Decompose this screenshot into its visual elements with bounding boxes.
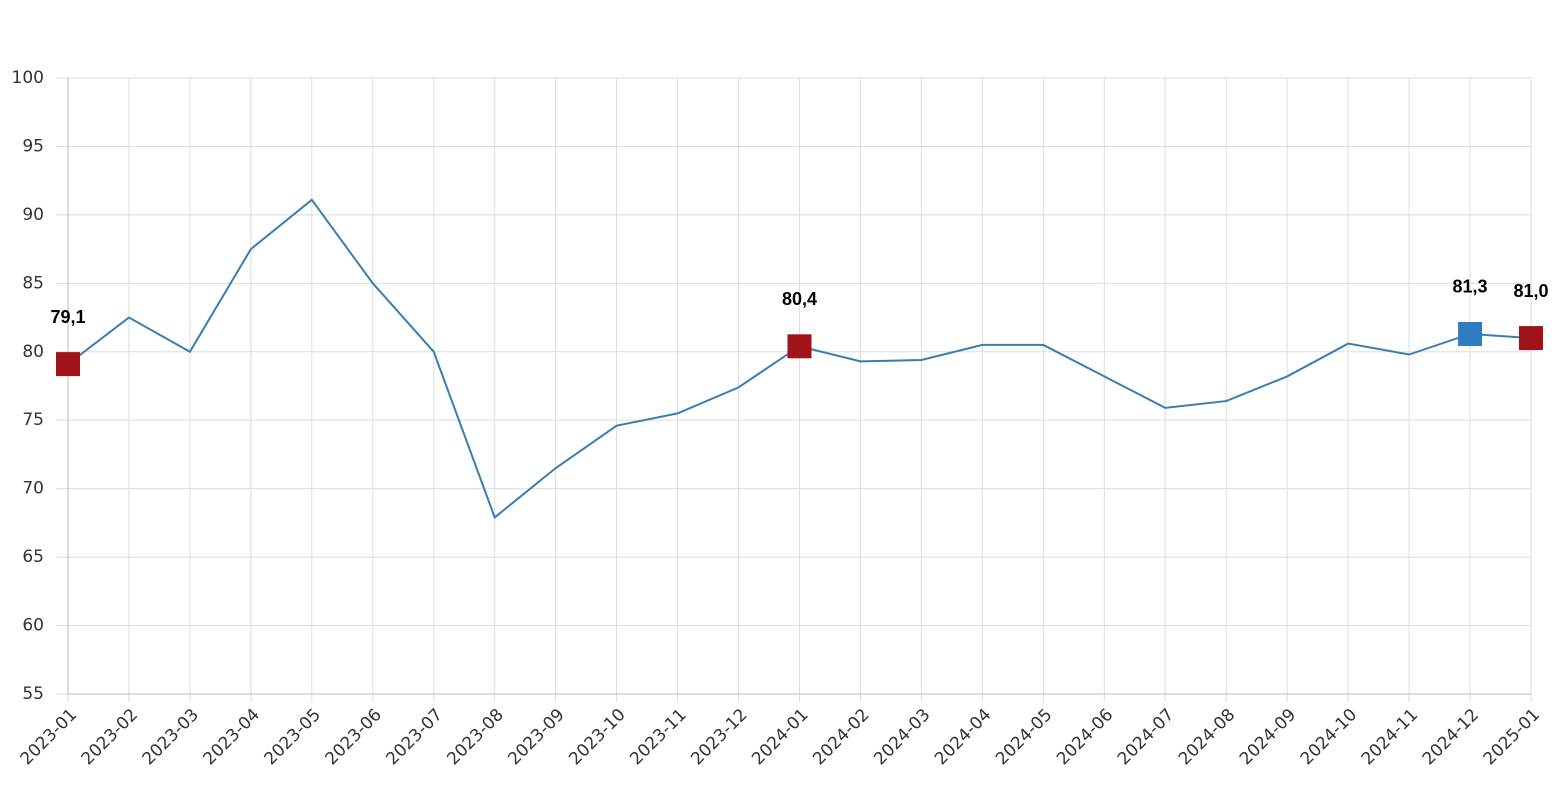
x-tick-label: 2023-07 (382, 705, 446, 769)
x-tick-label: 2024-11 (1358, 705, 1422, 769)
marker (56, 352, 80, 377)
marker (1458, 321, 1483, 346)
x-tick-label: 2024-08 (1175, 705, 1239, 769)
x-tick-label: 2023-03 (139, 705, 203, 769)
y-tick-label: 100 (12, 68, 44, 88)
x-tick-label: 2024-05 (992, 705, 1056, 769)
value-label: 81,0 (1513, 281, 1548, 301)
value-label: 79,1 (50, 307, 85, 327)
x-tick-label: 2024-02 (809, 705, 873, 769)
x-tick-label: 2023-05 (261, 705, 325, 769)
y-tick-label: 60 (22, 616, 44, 636)
y-tick-label: 80 (22, 342, 44, 362)
x-tick-label: 2023-02 (78, 705, 142, 769)
y-tick-label: 70 (22, 479, 44, 499)
x-tick-label: 2023-08 (443, 705, 507, 769)
x-tick-label: 2024-07 (1114, 705, 1178, 769)
marker (787, 334, 812, 359)
y-tick-label: 65 (22, 547, 44, 567)
x-tick-label: 2024-06 (1053, 705, 1117, 769)
x-tick-label: 2023-06 (321, 705, 385, 769)
x-tick-label: 2024-04 (931, 705, 995, 769)
y-tick-label: 85 (22, 273, 44, 293)
y-tick-label: 75 (22, 410, 44, 430)
x-tick-label: 2024-03 (870, 705, 934, 769)
y-tick-label: 95 (22, 136, 44, 156)
x-tick-label: 2024-09 (1236, 705, 1300, 769)
y-tick-label: 55 (22, 684, 44, 704)
x-tick-label: 2024-01 (748, 705, 812, 769)
marker (1519, 326, 1543, 351)
y-tick-label: 90 (22, 205, 44, 225)
x-tick-label: 2023-04 (200, 705, 264, 769)
x-tick-label: 2023-12 (687, 705, 751, 769)
x-tick-label: 2025-01 (1480, 705, 1544, 769)
x-tick-label: 2024-10 (1297, 705, 1361, 769)
value-label: 80,4 (782, 289, 817, 309)
x-tick-label: 2023-10 (565, 705, 629, 769)
x-tick-label: 2024-12 (1419, 705, 1483, 769)
x-tick-label: 2023-11 (626, 705, 690, 769)
value-label: 81,3 (1453, 277, 1488, 297)
x-tick-label: 2023-01 (17, 705, 81, 769)
x-tick-label: 2023-09 (504, 705, 568, 769)
